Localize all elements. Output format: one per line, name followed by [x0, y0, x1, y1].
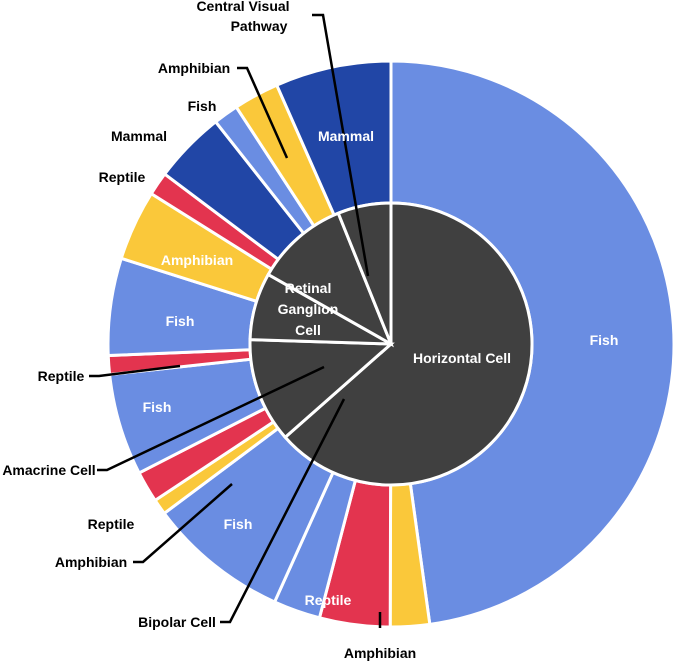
- inner-ring: [248, 201, 534, 487]
- leader-lines: [89, 13, 382, 628]
- inner-segment-retinal-ganglion-cell: [266, 211, 394, 348]
- callout-bipolar-cell: Bipolar Cell: [138, 614, 216, 630]
- leader-central-visual-pathway: [312, 13, 370, 277]
- callout-central-line2: Pathway: [231, 18, 288, 34]
- label-fish-bottom: Fish: [224, 516, 253, 532]
- label-fish-horizontal: Fish: [590, 332, 619, 348]
- leader-amphibian-low: [133, 483, 233, 564]
- label-retinal-line2: Ganglion: [278, 301, 339, 317]
- label-retinal-line3: Cell: [295, 322, 321, 338]
- label-fish-lower-left: Fish: [143, 399, 172, 415]
- callout-reptile-mid: Reptile: [38, 368, 85, 384]
- label-mammal-top: Mammal: [318, 128, 374, 144]
- callout-central-line1: Central Visual: [196, 0, 289, 14]
- callout-reptile-top: Reptile: [99, 169, 146, 185]
- inner-segment-bipolar-cell: [248, 338, 395, 440]
- inner-segment-central-visual-pathway: [336, 201, 393, 345]
- label-amphibian-left: Amphibian: [161, 252, 233, 268]
- leader-amacrine-cell: [97, 365, 325, 472]
- callout-amphibian-top: Amphibian: [158, 60, 230, 76]
- inner-segment-horizontal-cell: [283, 201, 534, 487]
- callout-fish-top: Fish: [188, 98, 217, 114]
- callout-reptile-low: Reptile: [88, 516, 135, 532]
- callout-amphibian-low: Amphibian: [55, 554, 127, 570]
- label-retinal-line1: Retinal: [285, 280, 332, 296]
- leader-amphibian-top: [237, 66, 289, 159]
- callout-amacrine-cell: Amacrine Cell: [2, 462, 95, 478]
- callout-amphibian-bottom: Amphibian: [344, 645, 416, 661]
- label-horizontal-cell: Horizontal Cell: [413, 350, 511, 366]
- leader-reptile-mid: [89, 364, 181, 378]
- leader-bipolar-cell: [220, 398, 346, 624]
- label-reptile-bottom: Reptile: [305, 592, 352, 608]
- label-fish-left: Fish: [166, 313, 195, 329]
- callout-mammal-left: Mammal: [111, 128, 167, 144]
